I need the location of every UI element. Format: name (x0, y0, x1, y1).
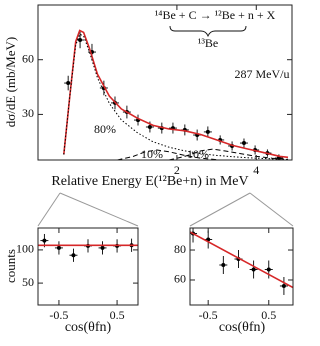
data-point (221, 263, 226, 268)
y-axis-label: dσ/dE (mb/MeV) (3, 37, 18, 127)
data-point (66, 81, 71, 86)
data-point (56, 245, 61, 250)
data-point (71, 253, 76, 258)
solid-curve (190, 231, 293, 289)
y-tick-label: 80 (174, 242, 186, 256)
plot-area (63, 29, 289, 160)
dotted-curve (63, 33, 289, 160)
plot-area (190, 228, 293, 295)
y-tick-label: 60 (174, 272, 186, 286)
dashed-curve (168, 148, 289, 160)
plot-frame (37, 227, 139, 306)
x-axis-label: Relative Energy E(¹²Be+n) in MeV (51, 174, 248, 189)
plot-frame (189, 227, 294, 306)
figure: 30 60 2 4 Relative Energy E(¹²Be+n) in MeV dσ… (3, 4, 294, 335)
data-point (205, 129, 210, 134)
solid-curve (63, 29, 289, 159)
x-tick-label: 0.5 (110, 308, 125, 322)
plot-frame (37, 4, 293, 161)
x-tick-label: 2 (174, 163, 180, 177)
y-tick-label: 60 (22, 51, 34, 65)
annotation: 10% (187, 147, 209, 161)
dashed-curve (117, 149, 217, 160)
x-axis-label: cos(θfn) (65, 320, 112, 335)
underbrace (169, 25, 247, 38)
annotation: ¹⁴Be + C → ¹²Be + n + X (155, 8, 276, 22)
y-tick-label: 50 (22, 275, 34, 289)
annotation: 287 MeV/u (235, 67, 290, 81)
y-tick-label: 100 (16, 242, 34, 256)
data-point (251, 267, 256, 272)
data-point (266, 267, 271, 272)
annotation: ¹³Be (198, 36, 219, 50)
data-point (281, 283, 286, 288)
plot-area (38, 233, 138, 262)
data-point (100, 245, 105, 250)
data-point (147, 124, 152, 129)
data-point (78, 38, 83, 43)
zoom-lines (37, 192, 294, 227)
x-axis-label: cos(θfn) (219, 320, 266, 335)
x-tick-label: 0.5 (261, 308, 276, 322)
annotation: 80% (94, 122, 116, 136)
data-point (241, 141, 246, 146)
y-tick-label: 30 (22, 106, 34, 120)
annotation: 10% (141, 147, 163, 161)
data-point (42, 238, 47, 243)
x-tick-label: -0.5 (199, 308, 218, 322)
x-tick-label: -0.5 (49, 308, 68, 322)
y-axis-label: counts (3, 249, 18, 283)
x-tick-label: 4 (253, 163, 259, 177)
